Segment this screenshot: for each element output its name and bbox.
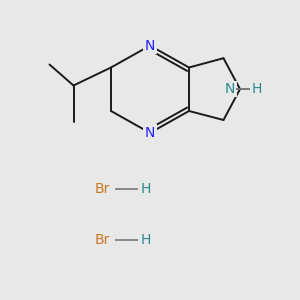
Text: H: H (140, 182, 151, 196)
Text: Br: Br (94, 182, 110, 196)
Text: Br: Br (94, 233, 110, 247)
Text: N: N (225, 82, 236, 96)
Text: H: H (140, 233, 151, 247)
Text: N: N (145, 126, 155, 140)
Text: N: N (145, 39, 155, 52)
Text: H: H (251, 82, 262, 96)
